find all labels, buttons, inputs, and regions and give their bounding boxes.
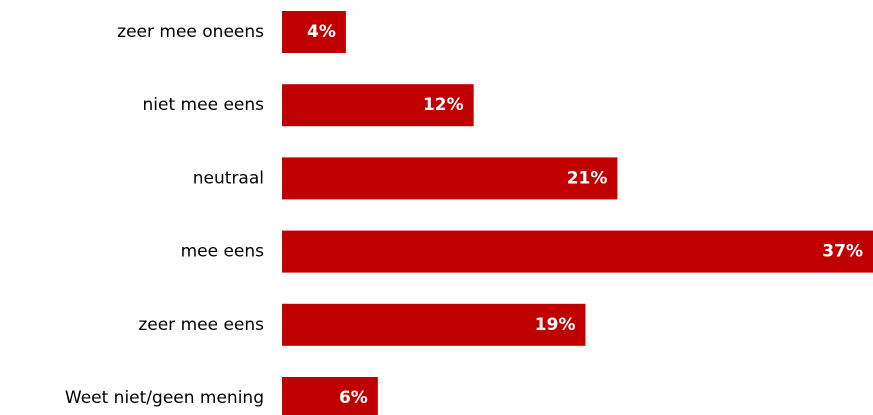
category-label-5: Weet niet/geen mening [65,388,264,408]
value-label-4: 19% [535,315,576,335]
bar-4 [282,303,586,346]
value-label-5: 6% [339,388,368,408]
category-labels-group: zeer mee oneens niet mee eens neutraal mee … [65,22,264,408]
category-label-1: niet mee eens [143,95,265,115]
bar-5 [282,377,378,415]
category-label-0: zeer mee oneens [117,22,264,42]
category-label-4: zeer mee eens [138,315,264,335]
bars-group [282,11,873,415]
bar-1 [282,84,474,127]
bar-2 [282,157,618,200]
bar-3 [282,230,873,273]
value-label-2: 21% [567,168,608,188]
value-label-1: 12% [423,95,464,115]
category-label-2: neutraal [193,168,264,188]
bar-0 [282,11,346,53]
value-label-0: 4% [307,22,336,42]
value-labels-group: 4% 12% 21% 37% 19% 6% [307,22,863,408]
value-label-3: 37% [822,242,863,262]
category-label-3: mee eens [181,242,265,262]
